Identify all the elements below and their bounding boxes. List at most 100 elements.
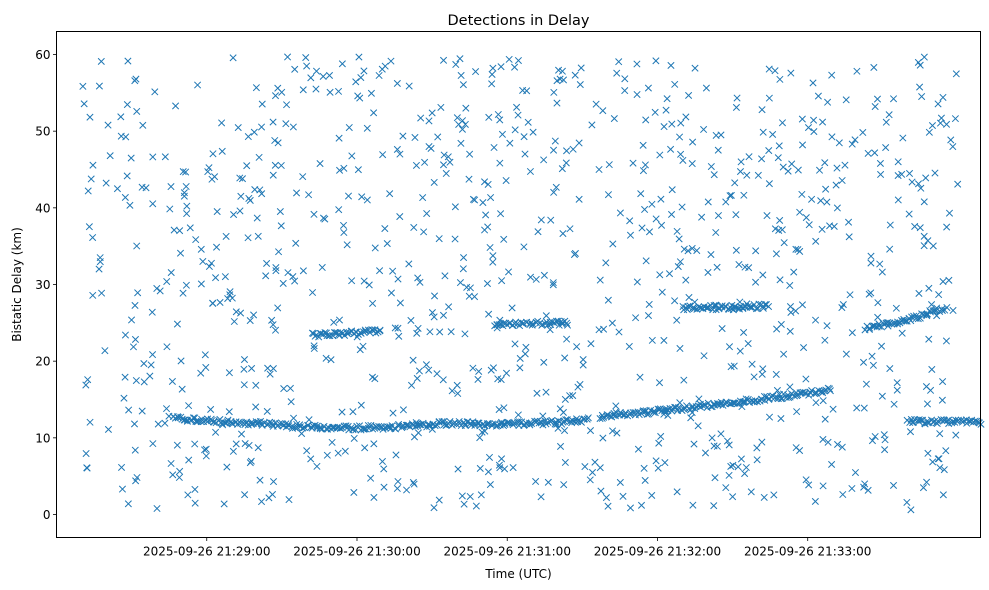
detection-point bbox=[641, 161, 649, 169]
detection-point bbox=[765, 413, 774, 421]
detection-point bbox=[802, 375, 810, 383]
detection-point bbox=[173, 320, 181, 328]
detection-point bbox=[131, 301, 139, 309]
detection-point bbox=[725, 471, 733, 479]
detection-point bbox=[725, 441, 733, 449]
detection-point bbox=[130, 420, 139, 428]
detection-point bbox=[422, 361, 430, 369]
detection-point bbox=[645, 300, 653, 308]
detection-point bbox=[786, 327, 794, 335]
detection-point bbox=[717, 430, 725, 438]
detection-point bbox=[186, 224, 194, 232]
detection-point bbox=[413, 374, 421, 383]
detection-point bbox=[117, 463, 126, 471]
detection-point bbox=[727, 191, 735, 199]
detection-point bbox=[140, 378, 148, 386]
detection-point bbox=[938, 307, 946, 315]
detection-point bbox=[199, 257, 207, 266]
detection-point bbox=[319, 72, 327, 80]
detection-point bbox=[765, 94, 773, 102]
detection-point bbox=[893, 386, 901, 394]
detection-point bbox=[498, 277, 506, 285]
detection-point bbox=[237, 419, 245, 427]
detection-point bbox=[197, 418, 205, 426]
detection-point bbox=[684, 247, 692, 255]
detection-point bbox=[529, 128, 537, 136]
detection-point bbox=[838, 443, 846, 451]
detection-point bbox=[303, 447, 311, 455]
detection-point bbox=[610, 115, 618, 123]
detection-point bbox=[246, 459, 254, 467]
detection-point bbox=[284, 53, 292, 61]
detection-point bbox=[743, 300, 751, 308]
detection-point bbox=[527, 419, 536, 428]
detection-point bbox=[599, 107, 607, 115]
detection-point bbox=[240, 381, 248, 389]
detection-point bbox=[361, 444, 369, 452]
detection-point bbox=[383, 239, 391, 248]
detection-point bbox=[531, 417, 539, 425]
detection-point bbox=[392, 451, 400, 459]
detection-point bbox=[859, 128, 867, 137]
detection-point bbox=[713, 263, 721, 271]
detection-point bbox=[202, 445, 210, 453]
detection-point bbox=[688, 409, 696, 417]
detection-point bbox=[626, 231, 635, 239]
detection-point bbox=[459, 265, 467, 273]
detection-point bbox=[237, 192, 245, 200]
detection-point bbox=[824, 98, 832, 106]
detection-point bbox=[289, 123, 297, 131]
detection-point bbox=[165, 412, 173, 420]
detection-point bbox=[232, 308, 240, 316]
detection-point bbox=[832, 181, 840, 189]
y-tick-label: 40 bbox=[35, 201, 50, 215]
detection-point bbox=[691, 64, 699, 72]
detection-point bbox=[495, 405, 503, 414]
detection-point bbox=[661, 459, 669, 467]
detection-point bbox=[456, 55, 464, 63]
detection-point bbox=[674, 263, 682, 271]
detection-point bbox=[251, 185, 259, 194]
detection-point bbox=[131, 77, 139, 85]
detection-point bbox=[673, 227, 681, 235]
detection-point bbox=[563, 335, 571, 343]
detection-point bbox=[146, 372, 154, 380]
detection-point bbox=[312, 67, 321, 75]
detection-point bbox=[760, 392, 769, 400]
detection-point bbox=[425, 366, 433, 374]
detection-point bbox=[767, 392, 775, 401]
detection-point bbox=[305, 191, 313, 199]
detection-point bbox=[330, 329, 339, 337]
detection-point bbox=[336, 166, 344, 174]
detection-point bbox=[673, 316, 681, 324]
detection-point bbox=[230, 211, 238, 219]
detection-point bbox=[85, 223, 93, 231]
detection-point bbox=[710, 171, 718, 179]
detection-point bbox=[558, 165, 566, 173]
detection-point bbox=[525, 419, 534, 427]
detection-point bbox=[526, 273, 535, 281]
detection-point bbox=[240, 365, 248, 373]
detection-point bbox=[894, 158, 902, 166]
detection-point bbox=[753, 456, 761, 464]
detection-point bbox=[370, 109, 378, 117]
detection-point bbox=[535, 419, 543, 427]
detection-point bbox=[613, 69, 621, 77]
detection-point bbox=[765, 180, 773, 188]
detection-point bbox=[245, 441, 253, 449]
detection-point bbox=[476, 464, 484, 472]
detection-point bbox=[485, 453, 494, 461]
detection-point bbox=[636, 373, 644, 381]
detection-point bbox=[447, 328, 455, 336]
detection-point bbox=[708, 434, 716, 442]
detection-point bbox=[919, 484, 928, 492]
detection-point bbox=[514, 111, 522, 119]
detection-point bbox=[488, 420, 497, 428]
detection-point bbox=[446, 158, 454, 166]
detection-point bbox=[920, 198, 928, 206]
detection-point bbox=[853, 67, 861, 75]
detection-point bbox=[738, 403, 746, 411]
detection-point bbox=[338, 408, 346, 416]
detection-point bbox=[864, 486, 872, 494]
detection-point bbox=[176, 249, 185, 257]
